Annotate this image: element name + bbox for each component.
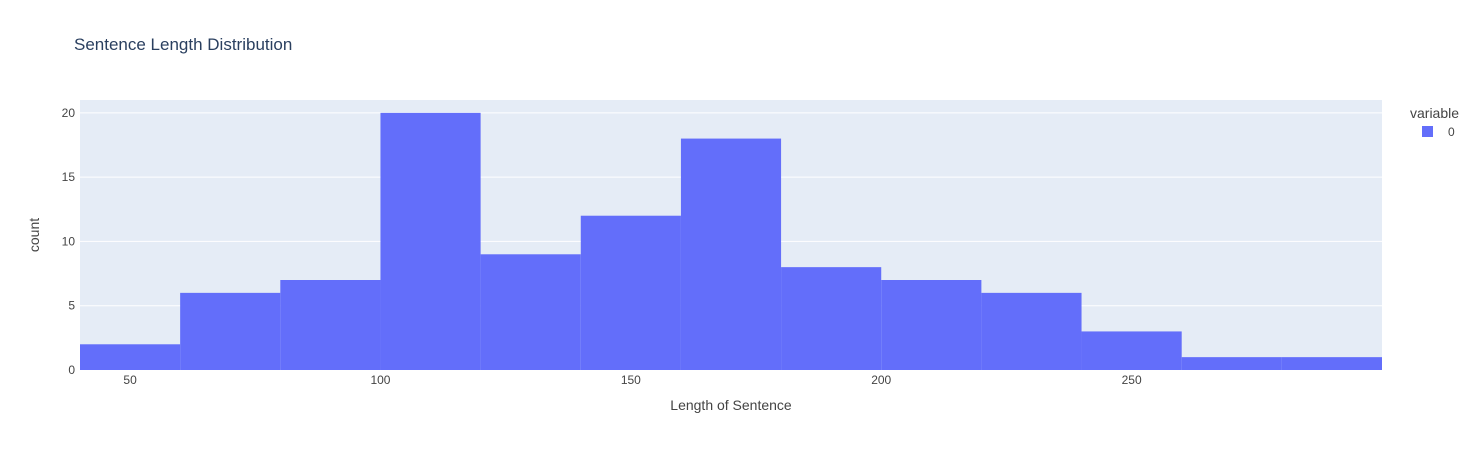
histogram-bar[interactable] xyxy=(1281,357,1382,370)
x-tick-label: 250 xyxy=(1122,373,1142,387)
legend-title: variable xyxy=(1410,105,1459,121)
histogram-bar[interactable] xyxy=(680,138,782,370)
legend-item-0[interactable]: 0 xyxy=(1448,125,1455,139)
x-tick-label: 150 xyxy=(621,373,641,387)
histogram-bar[interactable] xyxy=(881,280,982,370)
y-tick-label: 20 xyxy=(62,106,76,120)
y-tick-label: 15 xyxy=(62,170,76,184)
x-tick-label: 200 xyxy=(871,373,891,387)
histogram-bar[interactable] xyxy=(80,344,181,370)
histogram-bar[interactable] xyxy=(981,292,1082,370)
histogram-bar[interactable] xyxy=(1181,357,1282,370)
y-tick-label: 5 xyxy=(68,299,75,313)
y-tick-label: 10 xyxy=(62,234,76,248)
y-axis-title: count xyxy=(26,218,42,252)
legend-swatch[interactable] xyxy=(1422,126,1433,137)
histogram-bar[interactable] xyxy=(580,215,681,370)
histogram-bar[interactable] xyxy=(1081,331,1182,370)
x-tick-label: 100 xyxy=(370,373,390,387)
histogram-bar[interactable] xyxy=(380,112,481,370)
y-tick-label: 0 xyxy=(68,363,75,377)
x-axis-title: Length of Sentence xyxy=(670,397,792,413)
histogram-bar[interactable] xyxy=(781,267,882,370)
histogram-bar[interactable] xyxy=(280,280,381,370)
histogram-bar[interactable] xyxy=(480,254,581,370)
histogram-bar[interactable] xyxy=(180,292,281,370)
chart-title: Sentence Length Distribution xyxy=(74,35,292,54)
x-tick-label: 50 xyxy=(123,373,137,387)
